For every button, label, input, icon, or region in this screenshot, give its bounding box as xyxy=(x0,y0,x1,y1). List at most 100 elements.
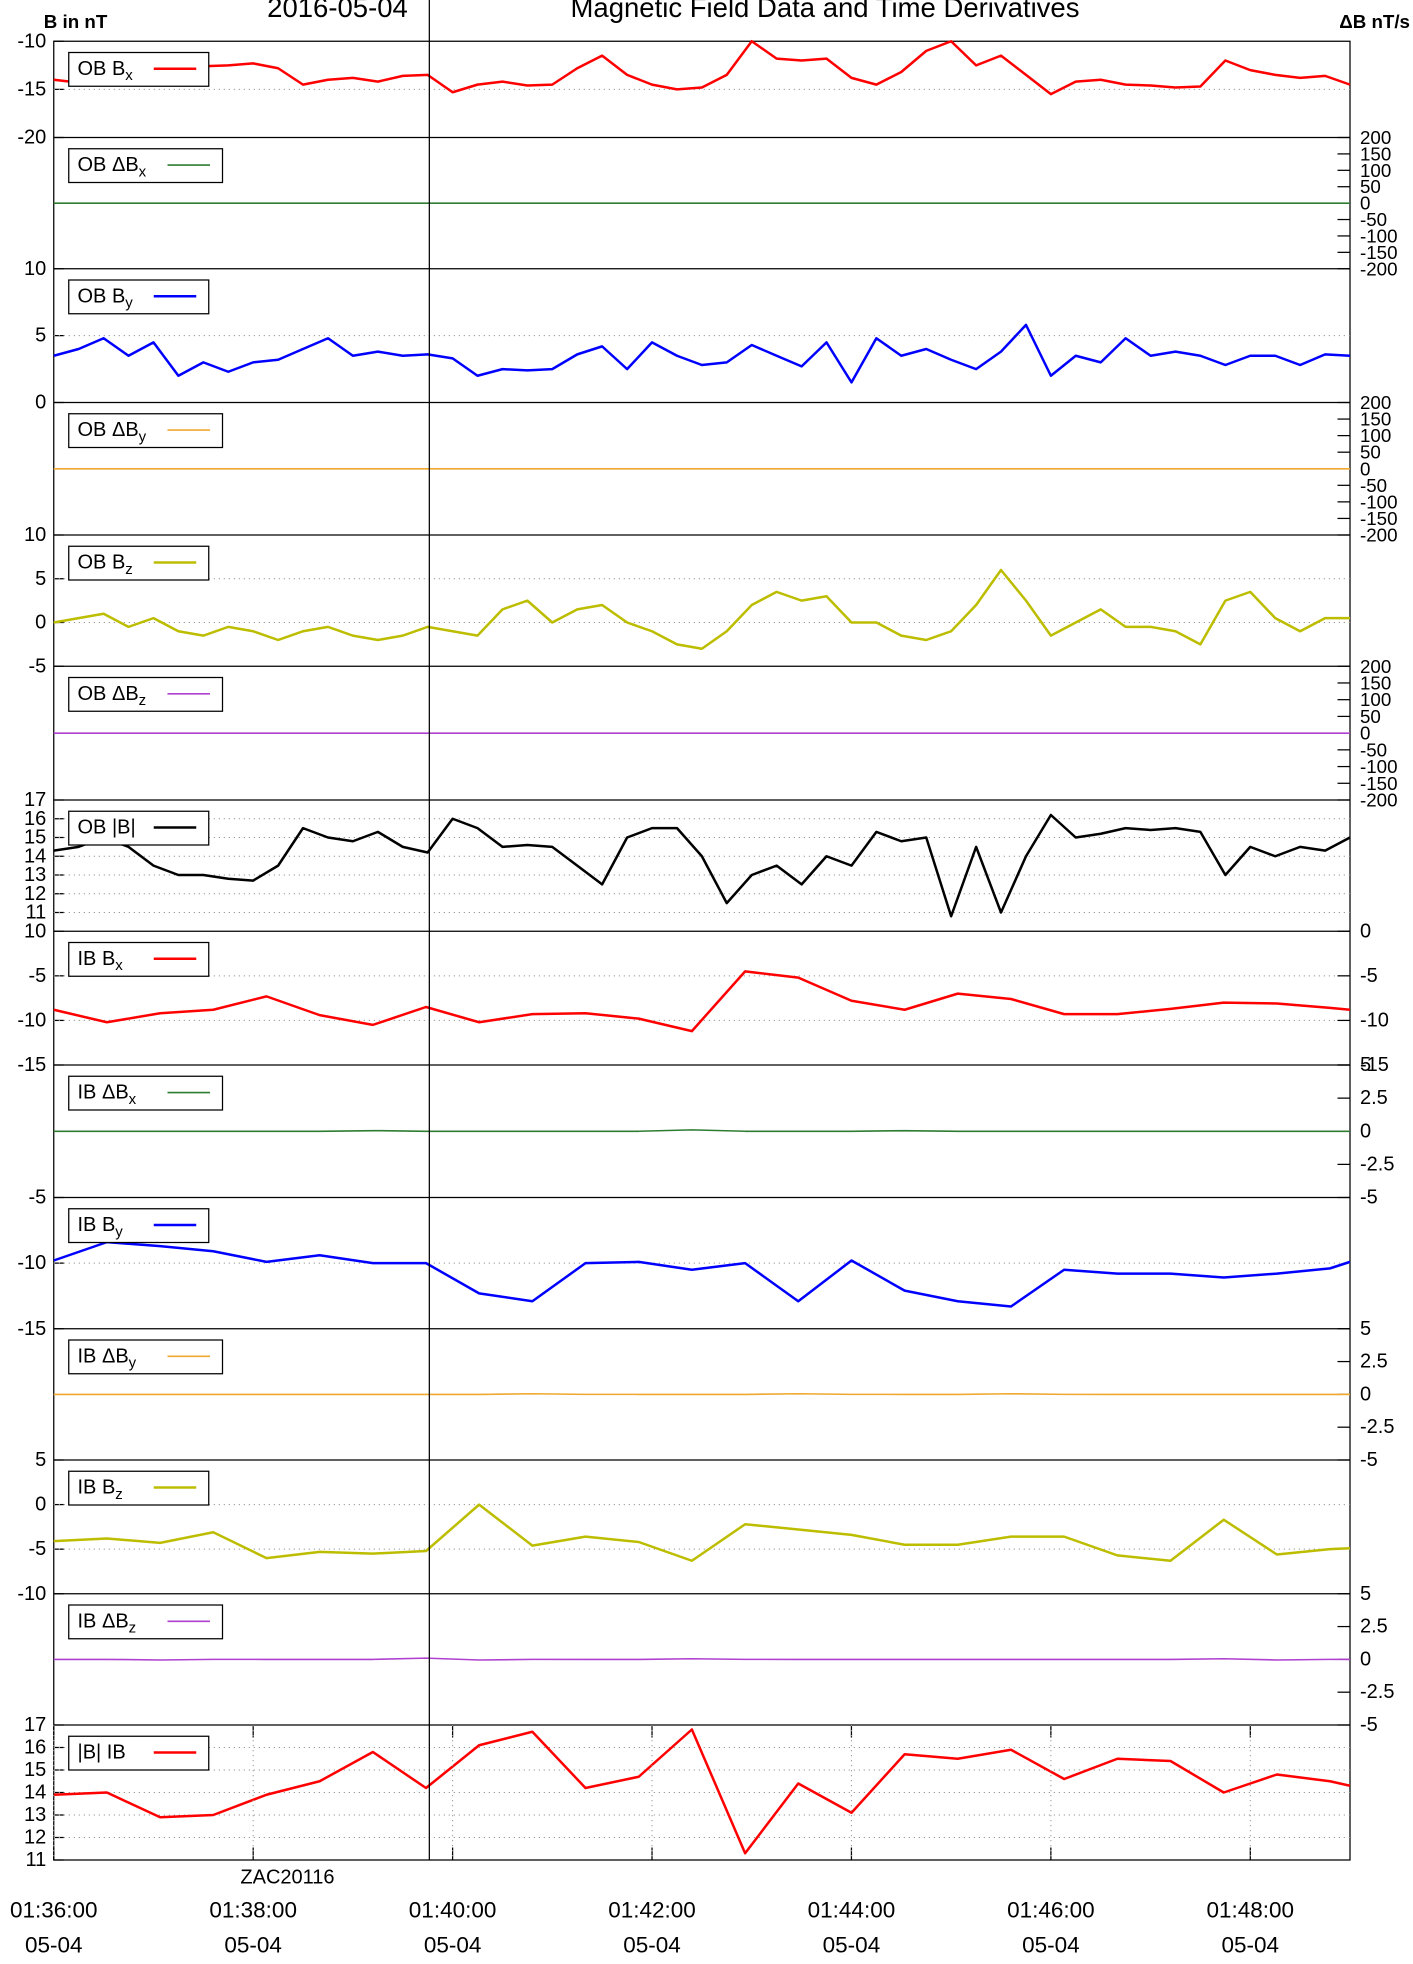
legend-subscript: y xyxy=(139,428,147,445)
x-tick-date: 05-04 xyxy=(623,1933,681,1958)
y-tick-label: 17 xyxy=(24,1714,46,1736)
y-tick-label: 5 xyxy=(35,325,46,347)
x-tick-label: 01:46:00 xyxy=(1007,1898,1095,1923)
legend-name: OB B xyxy=(78,285,126,307)
y2-tick-label: 5 xyxy=(1360,1583,1371,1605)
series-line xyxy=(53,1129,1350,1133)
y-tick-label: -15 xyxy=(17,1054,46,1076)
y-tick-label: 15 xyxy=(24,1759,46,1781)
legend-name: OB ΔB xyxy=(78,419,139,441)
y-tick-label: 11 xyxy=(25,1849,46,1871)
y-tick-label: 10 xyxy=(24,524,46,546)
y2-tick-label: 150 xyxy=(1360,143,1391,164)
y2-tick-label: 0 xyxy=(1360,920,1371,942)
legend-name: OB B xyxy=(78,58,126,80)
y-axis-label: B in nT xyxy=(44,11,108,32)
y2-tick-label: 2.5 xyxy=(1360,1087,1388,1109)
series-line xyxy=(53,1728,1351,1855)
y-tick-label: 16 xyxy=(24,1737,46,1759)
series-line xyxy=(53,1392,1350,1396)
y-tick-label: -15 xyxy=(17,78,46,100)
legend-name: IB B xyxy=(78,948,116,970)
x-tick-label: 01:42:00 xyxy=(608,1898,696,1923)
y2-tick-label: -200 xyxy=(1360,525,1398,546)
y2-tick-label: -2.5 xyxy=(1360,1153,1394,1175)
x-tick-date: 05-04 xyxy=(1222,1933,1280,1958)
series-line xyxy=(53,970,1351,1033)
y2-tick-label: -5 xyxy=(1360,1449,1378,1471)
y2-tick-label: -100 xyxy=(1360,225,1398,246)
y-tick-label: -5 xyxy=(28,655,46,677)
legend-name: IB ΔB xyxy=(78,1345,129,1367)
y-tick-label: -5 xyxy=(28,1538,46,1560)
y2-tick-label: -5 xyxy=(1360,965,1378,987)
x-tick-label: 01:38:00 xyxy=(209,1898,297,1923)
x-tick-label: 01:48:00 xyxy=(1206,1898,1294,1923)
x-tick-date: 05-04 xyxy=(424,1933,482,1958)
y2-tick-label: -200 xyxy=(1360,790,1398,811)
y2-tick-label: 0 xyxy=(1360,723,1370,744)
y2-tick-label: 200 xyxy=(1360,392,1391,413)
y-tick-label: -15 xyxy=(17,1318,46,1340)
y2-tick-label: -2.5 xyxy=(1360,1416,1394,1438)
y-tick-label: 17 xyxy=(24,789,46,811)
y-tick-label: -10 xyxy=(17,1252,46,1274)
y2-tick-label: 100 xyxy=(1360,689,1391,710)
y-tick-label: 0 xyxy=(35,612,46,634)
legend-subscript: x xyxy=(115,957,123,974)
y-tick-label: 16 xyxy=(24,808,46,830)
y2-tick-label: -150 xyxy=(1360,242,1398,263)
annotation: ZAC20116 xyxy=(240,1867,334,1889)
y2-tick-label: -50 xyxy=(1360,739,1387,760)
y-tick-label: 12 xyxy=(24,883,46,905)
series-line xyxy=(53,40,1351,96)
y2-tick-label: -5 xyxy=(1360,1714,1378,1736)
legend-name: OB B xyxy=(78,552,126,574)
y-tick-label: 10 xyxy=(24,258,46,280)
y-tick-label: -5 xyxy=(28,1187,46,1209)
x-tick-label: 01:44:00 xyxy=(808,1898,896,1923)
legend-subscript: x xyxy=(125,67,133,84)
legend-subscript: x xyxy=(129,1090,137,1107)
legend-name: IB B xyxy=(78,1477,116,1499)
y2-tick-label: 0 xyxy=(1360,1120,1371,1142)
y-tick-label: -10 xyxy=(17,1583,46,1605)
legend-name: OB ΔB xyxy=(78,683,139,705)
y-tick-label: 11 xyxy=(25,902,46,924)
y-tick-label: 10 xyxy=(24,920,46,942)
y2-tick-label: -100 xyxy=(1360,491,1398,512)
y-tick-label: -10 xyxy=(17,1009,46,1031)
y-tick-label: -10 xyxy=(17,30,46,52)
y-tick-label: -5 xyxy=(28,965,46,987)
y-tick-label: 13 xyxy=(24,1804,46,1826)
y2-tick-label: 0 xyxy=(1360,1648,1371,1670)
x-tick-date: 05-04 xyxy=(1022,1933,1080,1958)
y2-tick-label: 0 xyxy=(1360,1383,1371,1405)
y2-tick-label: 100 xyxy=(1360,160,1391,181)
x-tick-date: 05-04 xyxy=(25,1933,83,1958)
y2-axis-label: ΔB nT/s xyxy=(1339,11,1410,32)
chart-title: Magnetic Field Data and Time Derivatives xyxy=(571,0,1080,23)
y2-tick-label: -5 xyxy=(1360,1187,1378,1209)
y2-tick-label: 2.5 xyxy=(1360,1351,1388,1373)
y2-tick-label: 5 xyxy=(1360,1054,1371,1076)
y-tick-label: 12 xyxy=(24,1827,46,1849)
legend-label: OB ΔBy xyxy=(78,419,147,445)
y-tick-label: 15 xyxy=(24,827,46,849)
y2-tick-label: 0 xyxy=(1360,458,1370,479)
legend-name: |B| IB xyxy=(78,1742,126,1764)
y2-tick-label: 200 xyxy=(1360,127,1391,148)
legend-name: IB B xyxy=(78,1214,116,1236)
legend-box xyxy=(68,1470,210,1506)
y2-tick-label: 0 xyxy=(1360,193,1370,214)
y-tick-label: 13 xyxy=(24,864,46,886)
y-tick-label: 0 xyxy=(35,392,46,414)
y2-tick-label: -50 xyxy=(1360,475,1387,496)
y-tick-label: 14 xyxy=(24,845,46,867)
legend-label: OB ΔBx xyxy=(78,154,147,180)
legend-label: IB Bx xyxy=(78,948,124,974)
series-line xyxy=(53,568,1350,651)
legend-subscript: z xyxy=(139,692,147,709)
x-tick-date: 05-04 xyxy=(224,1933,282,1958)
